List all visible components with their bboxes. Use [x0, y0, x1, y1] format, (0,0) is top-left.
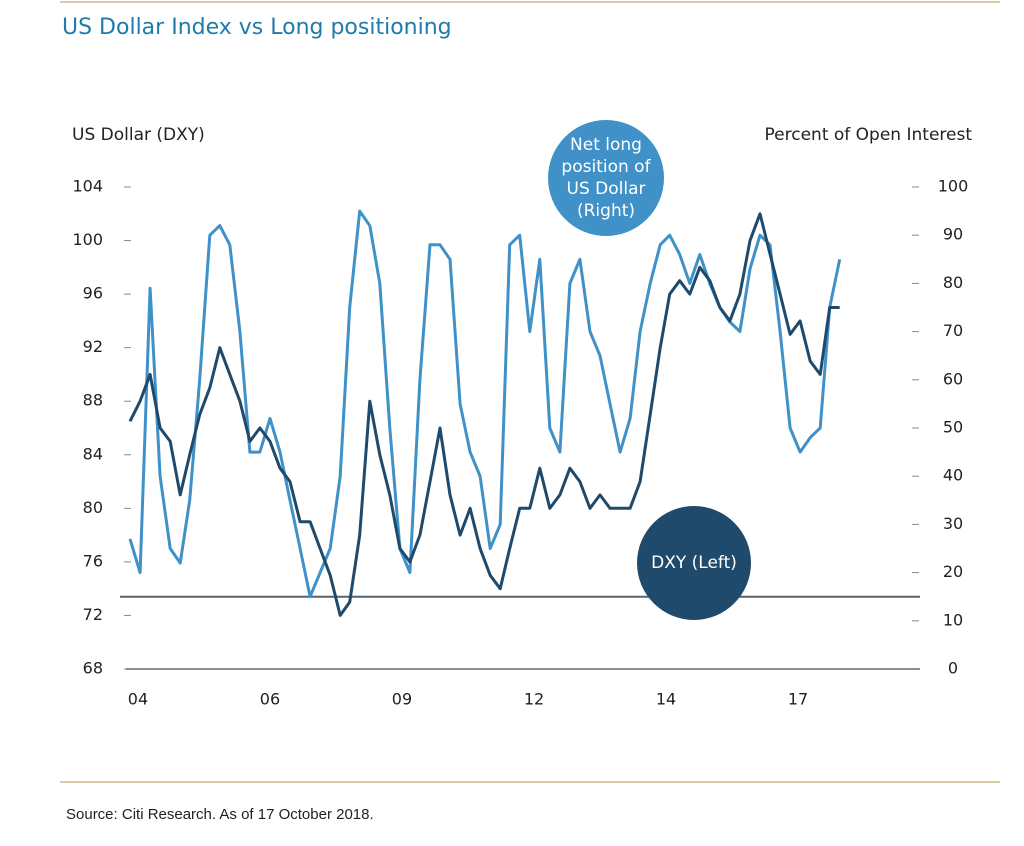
x-tick-label: 17 [788, 690, 808, 709]
y-tick-label: 84 [83, 444, 103, 463]
y-tick-label: 80 [83, 498, 103, 517]
y2-tick-label: 100 [938, 177, 969, 196]
legend-bubble: DXY (Left) [637, 506, 751, 620]
y2-tick-label: 80 [943, 273, 963, 292]
y-tick-label: 100 [72, 230, 103, 249]
y2-tick-label: 10 [943, 610, 963, 629]
x-tick-label: 12 [524, 690, 544, 709]
y-tick-label: 72 [83, 605, 103, 624]
y2-tick-label: 90 [943, 225, 963, 244]
y-tick-label: 104 [72, 177, 103, 196]
y-axis-label: US Dollar (DXY) [72, 125, 205, 145]
chart-title: US Dollar Index vs Long positioning [62, 15, 452, 40]
y-tick-label: 92 [83, 337, 103, 356]
x-tick-label: 14 [656, 690, 676, 709]
source-note: Source: Citi Research. As of 17 October … [66, 806, 374, 823]
y2-tick-label: 40 [943, 466, 963, 485]
y-tick-label: 88 [83, 391, 103, 410]
series-line [128, 212, 840, 617]
y-tick-label: 76 [83, 551, 103, 570]
y-tick-label: 68 [83, 659, 103, 678]
y2-tick-label: 60 [943, 369, 963, 388]
y2-tick-label: 0 [948, 659, 958, 678]
y2-tick-label: 20 [943, 562, 963, 581]
legend-bubble: Net long position of US Dollar (Right) [548, 120, 664, 236]
y2-tick-label: 70 [943, 321, 963, 340]
y-tick-label: 96 [83, 284, 103, 303]
y2-tick-label: 30 [943, 514, 963, 533]
y2-tick-label: 50 [943, 418, 963, 437]
x-tick-label: 09 [392, 690, 412, 709]
x-tick-label: 06 [260, 690, 280, 709]
y2-axis-label: Percent of Open Interest [765, 125, 973, 145]
x-tick-label: 04 [128, 690, 148, 709]
